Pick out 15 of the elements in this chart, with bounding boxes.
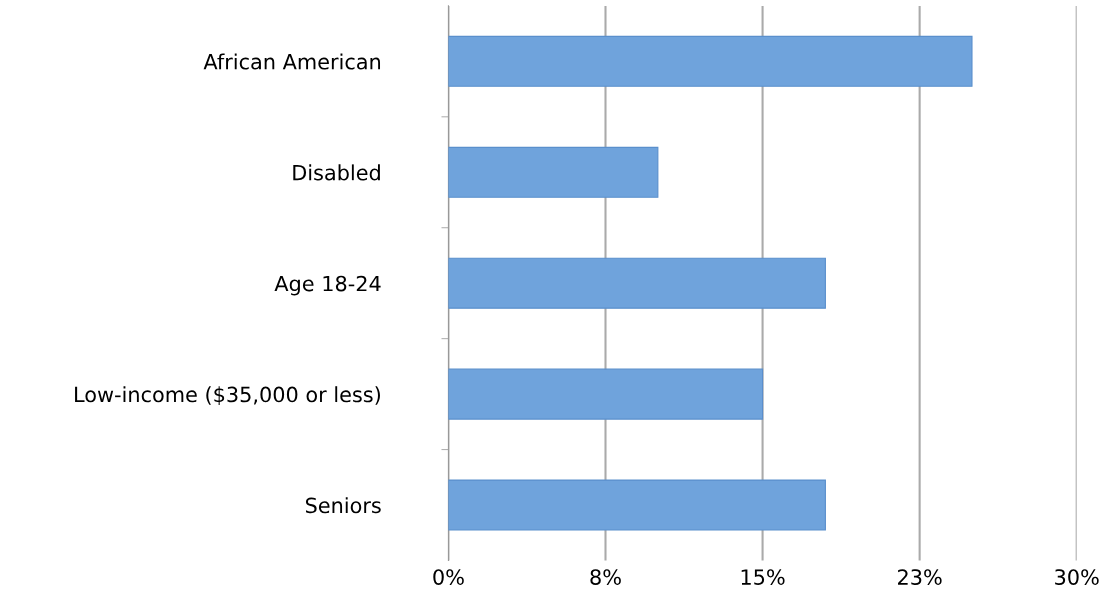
x-tick-label: 0%: [433, 569, 464, 585]
bar: [448, 146, 659, 198]
y-tick-label: African American: [203, 53, 381, 70]
x-tick-label: 15%: [741, 569, 785, 585]
bar: [448, 368, 764, 420]
bar: [448, 479, 826, 531]
bar: [448, 257, 826, 309]
x-tick-label: 8%: [590, 569, 621, 585]
y-tick-label: Low-income ($35,000 or less): [75, 386, 380, 406]
y-tick-label: Disabled: [293, 164, 380, 181]
x-tick-label: 30%: [1055, 569, 1099, 585]
y-tick-label: Age 18-24: [274, 275, 381, 296]
bar: [448, 35, 973, 87]
x-tick-label: 23%: [898, 569, 942, 585]
y-tick-label: Seniors: [305, 497, 381, 514]
